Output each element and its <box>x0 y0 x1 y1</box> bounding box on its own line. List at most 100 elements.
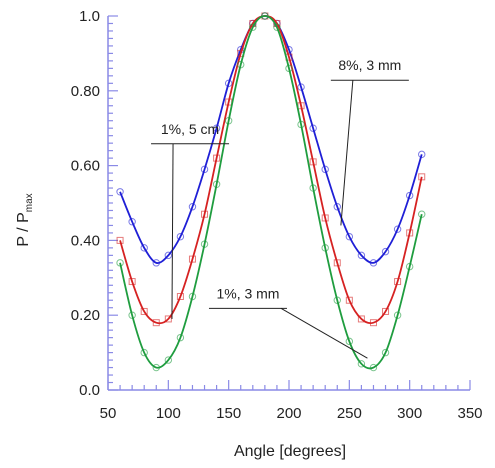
data-point <box>212 180 221 189</box>
data-point <box>333 259 341 267</box>
data-point <box>188 255 196 263</box>
annotation-0: 1%, 5 cm <box>151 121 230 319</box>
x-tick-label: 150 <box>216 405 241 422</box>
data-point <box>164 315 172 323</box>
data-point <box>405 262 414 271</box>
data-point <box>261 12 269 20</box>
data-point <box>393 311 402 319</box>
annotation-leader <box>171 143 174 319</box>
data-point <box>116 188 124 196</box>
data-point <box>369 319 377 327</box>
data-point <box>224 117 233 125</box>
data-point <box>393 225 402 233</box>
annotations: 1%, 5 cm 8%, 3 mm 1%, 3 mm <box>151 57 409 359</box>
data-point <box>128 278 136 286</box>
y-tick-label: 0.0 <box>79 382 100 399</box>
data-point <box>116 259 124 267</box>
data-point <box>176 293 184 300</box>
data-point <box>152 363 160 372</box>
data-point <box>321 165 329 174</box>
data-point <box>357 360 366 368</box>
y-tick-label: 0.40 <box>71 232 100 249</box>
y-tick-label: 0.20 <box>71 307 100 324</box>
data-point <box>357 251 366 260</box>
data-point <box>249 23 257 31</box>
x-tick-label: 300 <box>397 405 422 422</box>
series-1 <box>116 12 426 327</box>
series-line <box>119 15 423 264</box>
data-point <box>213 154 221 162</box>
data-point <box>176 333 185 342</box>
series-line <box>119 15 423 370</box>
x-tick-label: 100 <box>156 405 181 422</box>
data-point <box>128 311 136 319</box>
tick-labels: 50 100 150 200 250 300 350 0.0 0.20 0.40 0.60 0.80 1… <box>71 8 483 422</box>
data-point <box>369 259 378 267</box>
axes <box>107 15 471 391</box>
data-point <box>309 158 317 166</box>
data-point <box>321 244 329 252</box>
data-point <box>285 64 293 73</box>
data-point <box>201 210 209 218</box>
y-tick-label: 1.0 <box>79 8 100 25</box>
annotation-2: 1%, 3 mm <box>208 285 368 359</box>
data-point <box>345 296 353 304</box>
annotation-leader <box>280 307 368 359</box>
data-point <box>297 120 305 129</box>
x-tick-label: 350 <box>457 405 482 422</box>
data-point <box>381 247 390 256</box>
data-point <box>285 45 293 54</box>
data-point <box>333 203 341 211</box>
data-point <box>309 184 317 192</box>
y-tick-label: 0.60 <box>71 158 100 175</box>
x-axis-title: Angle [degrees] <box>234 443 346 460</box>
data-point <box>188 292 197 301</box>
annotation-1: 8%, 3 mm <box>330 57 409 226</box>
data-point <box>140 307 148 315</box>
series-0 <box>116 12 426 267</box>
x-tick-label: 200 <box>276 405 301 422</box>
data-point <box>152 319 160 327</box>
data-point <box>164 356 173 364</box>
y-axis-title: P / Pmax <box>15 193 35 246</box>
y-axis-title-main: P / P <box>15 212 32 246</box>
data-point <box>200 165 209 174</box>
data-point <box>188 203 197 211</box>
annotation-label: 1%, 3 mm <box>216 285 279 301</box>
data-point <box>345 337 354 346</box>
data-point <box>152 259 160 267</box>
data-point <box>418 173 426 181</box>
series-line <box>119 15 423 325</box>
data-point <box>128 218 136 226</box>
data-point <box>116 236 124 244</box>
data-point <box>164 251 173 260</box>
x-tick-label: 50 <box>100 405 117 422</box>
data-point <box>140 244 148 252</box>
data-point <box>321 214 329 222</box>
data-point <box>297 83 305 91</box>
data-point <box>333 296 341 304</box>
data-point <box>406 229 414 237</box>
series-layer <box>116 12 426 372</box>
y-tick-label: 0.80 <box>71 83 100 100</box>
data-point <box>212 124 221 132</box>
data-point <box>345 232 354 241</box>
series-2 <box>116 12 426 372</box>
data-point <box>369 363 378 372</box>
data-point <box>357 315 365 323</box>
y-axis-title-sub: max <box>24 193 35 212</box>
data-point <box>273 23 281 31</box>
data-point <box>140 348 148 357</box>
annotation-leader <box>340 80 354 226</box>
x-tick-label: 250 <box>337 405 362 422</box>
data-point <box>418 210 426 218</box>
data-point <box>418 150 426 159</box>
data-point <box>224 79 233 88</box>
data-point <box>394 278 402 286</box>
data-point <box>381 348 390 357</box>
annotation-label: 1%, 5 cm <box>161 121 219 137</box>
data-point <box>200 240 209 248</box>
data-point <box>382 307 390 315</box>
data-point <box>237 60 245 69</box>
